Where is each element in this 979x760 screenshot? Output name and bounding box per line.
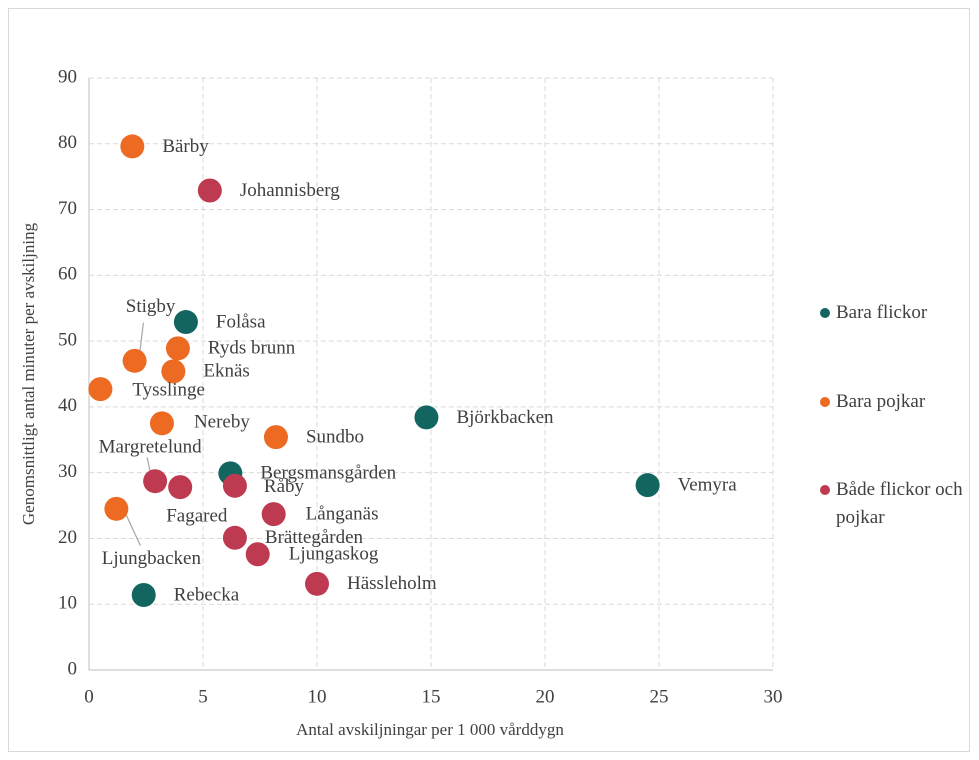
data-point	[88, 377, 113, 402]
legend-marker	[820, 485, 830, 495]
x-tick-label: 20	[536, 686, 555, 707]
y-tick-label: 10	[58, 593, 77, 614]
x-tick-label: 5	[198, 686, 208, 707]
point-label: Folåsa	[216, 311, 266, 332]
point-label: Bärby	[162, 136, 209, 157]
data-point	[120, 134, 145, 159]
data-point	[149, 411, 174, 436]
point-label: Ljungaskog	[289, 544, 379, 565]
point-label: Margretelund	[99, 437, 203, 458]
point-label: Nereby	[194, 412, 250, 433]
x-tick-label: 25	[650, 686, 669, 707]
point-label: Ryds brunn	[208, 338, 296, 359]
data-point	[222, 525, 247, 550]
data-point	[245, 542, 270, 567]
x-tick-label: 0	[84, 686, 94, 707]
point-label: Brättegården	[265, 527, 364, 548]
legend-label: Bara pojkar	[836, 391, 926, 412]
x-tick-label: 15	[422, 686, 441, 707]
y-tick-label: 30	[58, 461, 77, 482]
point-label: Hässleholm	[347, 573, 437, 594]
data-point	[161, 359, 186, 384]
legend-label: Både flickor och pojkar	[836, 479, 963, 528]
data-point	[168, 475, 193, 500]
y-axis-title: Genomsnittligt antal minuter per avskilj…	[19, 222, 38, 525]
data-point	[197, 178, 222, 203]
data-point	[305, 571, 329, 596]
point-label: Stigby	[126, 296, 176, 317]
point-label: Råby	[264, 476, 305, 497]
chart-border	[8, 8, 970, 752]
y-tick-label: 80	[58, 132, 77, 153]
y-tick-label: 70	[58, 198, 77, 219]
point-label: Rebecka	[174, 584, 240, 605]
point-label: Ljungbacken	[102, 548, 202, 569]
point-label: Eknäs	[203, 361, 249, 382]
y-tick-label: 60	[58, 264, 77, 285]
point-label: Bergsmansgården	[260, 463, 396, 484]
point-label: Johannisberg	[240, 180, 340, 201]
point-label: Tysslinge	[132, 379, 205, 400]
data-point	[122, 348, 147, 373]
point-label: Vemyra	[678, 475, 738, 496]
data-point	[173, 310, 198, 335]
data-point	[635, 473, 660, 498]
legend-label: Bara flickor	[836, 302, 928, 323]
legend-marker	[820, 308, 830, 318]
y-tick-label: 20	[58, 527, 77, 548]
y-tick-label: 50	[58, 329, 77, 350]
data-point	[261, 502, 286, 527]
data-point	[263, 425, 288, 450]
data-point	[414, 405, 439, 430]
legend-marker	[820, 397, 830, 407]
y-tick-label: 0	[68, 658, 78, 679]
y-tick-label: 40	[58, 395, 77, 416]
x-axis-title: Antal avskiljningar per 1 000 vårddygn	[296, 720, 564, 739]
point-label: Fagared	[166, 505, 228, 526]
data-point	[143, 469, 168, 494]
data-point	[165, 336, 190, 361]
data-point	[222, 473, 247, 498]
point-label: Sundbo	[306, 427, 364, 448]
x-tick-label: 10	[308, 686, 327, 707]
data-point	[104, 496, 129, 521]
point-label: Långanäs	[306, 503, 379, 524]
point-label: Björkbacken	[456, 407, 554, 428]
x-tick-label: 30	[764, 686, 783, 707]
y-tick-label: 90	[58, 66, 77, 87]
data-point	[131, 583, 156, 608]
